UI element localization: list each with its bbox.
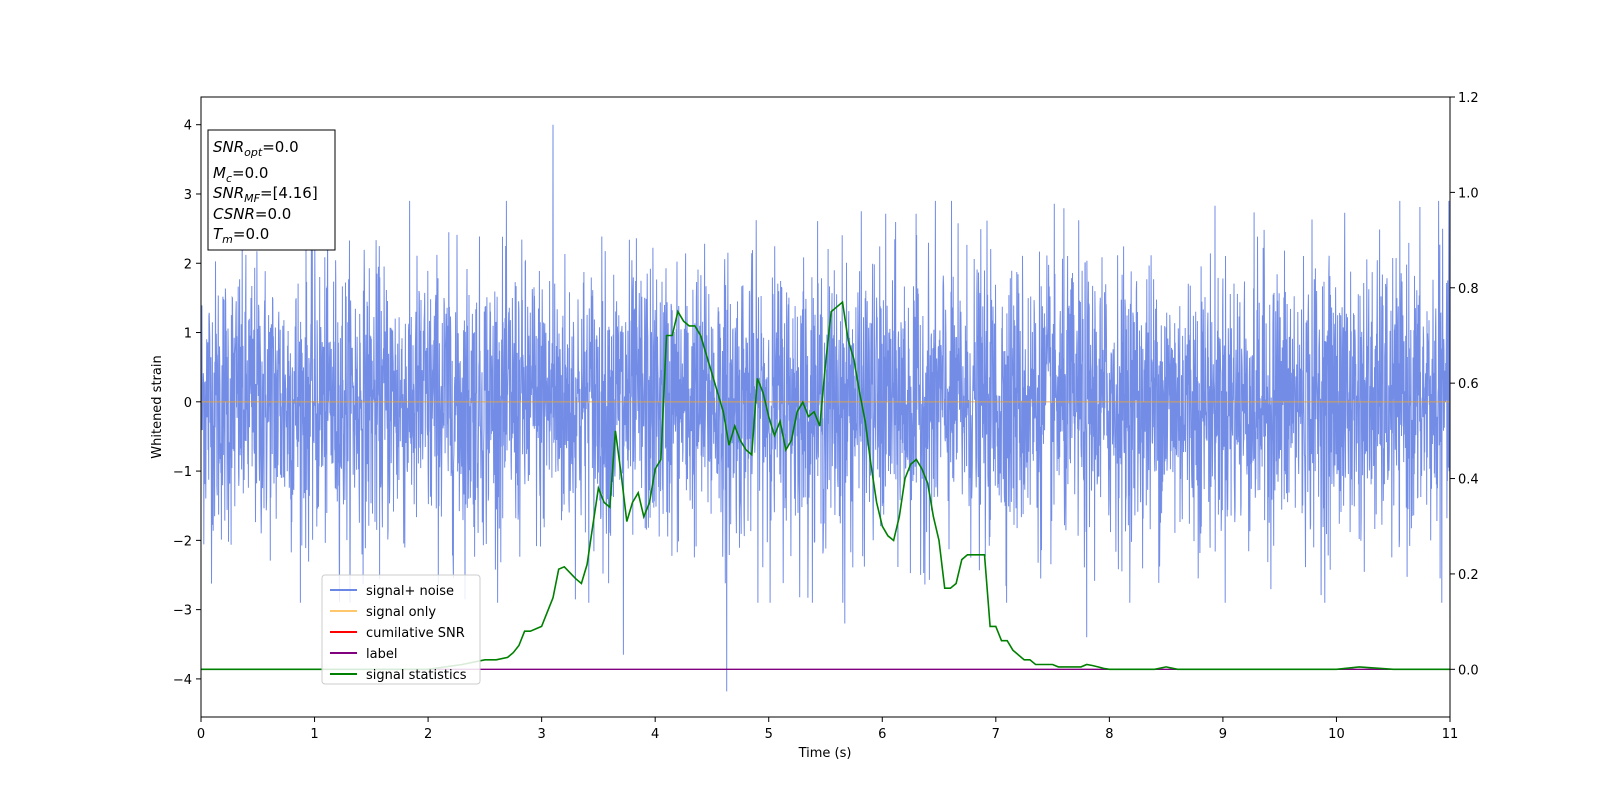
x-tick-label: 0 (197, 727, 205, 742)
y-left-tick-label: 2 (184, 257, 192, 272)
stats-box-frame (207, 129, 336, 251)
legend-items: signal+ noise signal only cumilative SNR la… (330, 584, 467, 683)
legend-label: cumilative SNR (366, 626, 465, 641)
y-right-tick-label: 0.2 (1458, 568, 1479, 583)
legend-frame (321, 574, 481, 685)
y-left-tick-label: −1 (173, 465, 192, 480)
stats-line: Tm=0.0 (213, 225, 269, 246)
stats-line: SNRopt=0.0 (213, 138, 299, 159)
x-tick-label: 4 (651, 727, 659, 742)
signal-statistics-line (201, 300, 1450, 671)
legend-label: signal statistics (366, 668, 467, 683)
x-tick-label: 8 (1105, 727, 1113, 742)
y-right-tick-label: 1.2 (1458, 91, 1479, 106)
stats-line: CSNR=0.0 (213, 205, 291, 223)
y-left-tick-label: −2 (173, 534, 192, 549)
y-left-tick-label: 3 (184, 188, 192, 203)
y-left-tick-label: −3 (173, 604, 192, 619)
y-right-tick-label: 1.0 (1458, 186, 1479, 201)
x-tick-label: 7 (992, 727, 1000, 742)
signal-noise-line (200, 124, 1451, 692)
x-tick-label: 10 (1328, 727, 1345, 742)
x-tick-label: 11 (1442, 727, 1459, 742)
legend-label: signal only (366, 605, 436, 620)
y-left-axis: −4 −3 −2 −1 0 1 2 3 4 (173, 119, 201, 688)
x-tick-label: 3 (537, 727, 545, 742)
x-tick-label: 1 (310, 727, 318, 742)
y-axis-label: Whitened strain (150, 355, 165, 458)
plot-frame (200, 96, 1451, 718)
y-right-tick-label: 0.4 (1458, 473, 1479, 488)
y-right-axis: 0.0 0.2 0.4 0.6 0.8 1.0 1.2 (1450, 91, 1479, 678)
x-axis-label: Time (s) (798, 746, 852, 761)
legend: signal+ noise signal only cumilative SNR la… (321, 574, 481, 685)
y-right-tick-label: 0.8 (1458, 282, 1479, 297)
x-tick-label: 5 (765, 727, 773, 742)
y-right-tick-label: 0.6 (1458, 377, 1479, 392)
y-left-tick-label: −4 (173, 673, 192, 688)
y-right-tick-label: 0.0 (1458, 663, 1479, 678)
signal-noise-series (200, 124, 1451, 692)
x-tick-label: 9 (1219, 727, 1227, 742)
x-tick-label: 6 (878, 727, 886, 742)
legend-label: label (366, 647, 397, 662)
y-left-tick-label: 4 (184, 119, 192, 134)
y-left-tick-label: 0 (184, 396, 192, 411)
stats-line: SNRMF=[4.16] (213, 184, 318, 205)
legend-label: signal+ noise (366, 584, 454, 599)
stats-line: Mc=0.0 (213, 164, 268, 185)
y-left-tick-label: 1 (184, 327, 192, 342)
x-tick-label: 2 (424, 727, 432, 742)
x-axis: 0 1 2 3 4 5 6 7 8 9 10 11 (197, 717, 1458, 742)
